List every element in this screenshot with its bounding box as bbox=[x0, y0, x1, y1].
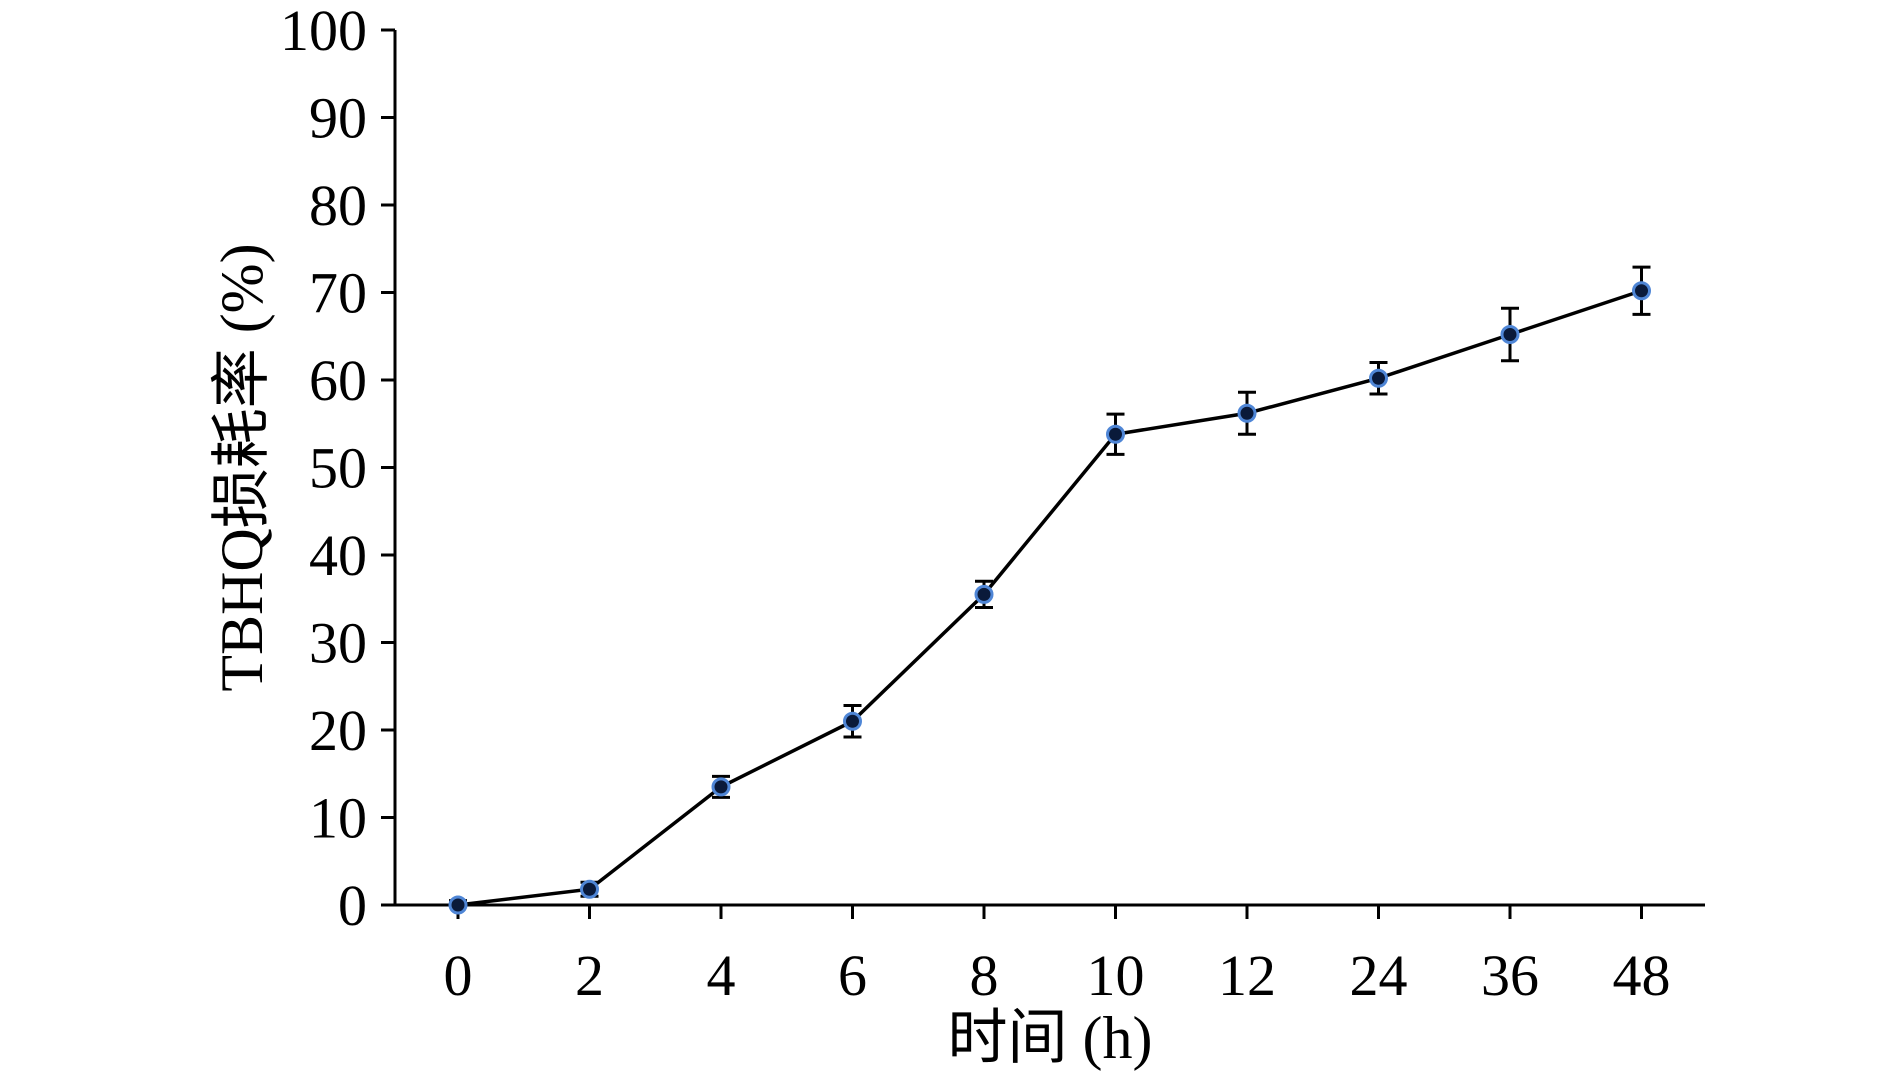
y-tick-label: 20 bbox=[309, 698, 367, 763]
y-axis-title: TBHQ损耗率 (%) bbox=[209, 243, 275, 691]
y-tick-label: 0 bbox=[338, 873, 367, 938]
x-tick-label: 4 bbox=[707, 943, 736, 1008]
data-points bbox=[448, 281, 1651, 915]
data-point bbox=[1500, 325, 1520, 344]
error-bars bbox=[449, 265, 1651, 907]
y-tick-label: 80 bbox=[309, 173, 367, 238]
x-tick-label: 8 bbox=[970, 943, 999, 1008]
x-axis-title: 时间 (h) bbox=[948, 1005, 1153, 1071]
y-tick-label: 50 bbox=[309, 436, 367, 501]
data-point bbox=[580, 879, 599, 899]
y-tick-label: 100 bbox=[280, 0, 367, 63]
y-tick-label: 60 bbox=[309, 348, 367, 413]
x-tick-label: 2 bbox=[575, 943, 604, 1008]
y-tick-label: 30 bbox=[309, 611, 367, 676]
y-tick-label: 90 bbox=[309, 86, 367, 151]
data-point bbox=[1106, 424, 1125, 444]
y-ticks: 0 10 20 30 40 50 60 70 80 90 100 bbox=[280, 0, 395, 938]
data-point bbox=[1237, 403, 1257, 423]
series-line-path bbox=[457, 289, 1643, 907]
x-tick-label: 48 bbox=[1613, 943, 1671, 1008]
data-point bbox=[1632, 281, 1651, 301]
series-line bbox=[457, 289, 1643, 907]
data-point bbox=[711, 777, 731, 797]
x-tick-label: 6 bbox=[838, 943, 867, 1008]
y-tick-label: 40 bbox=[309, 523, 367, 588]
data-point bbox=[1369, 368, 1388, 388]
data-point bbox=[974, 584, 994, 604]
y-tick-label: 70 bbox=[309, 261, 367, 326]
x-ticks: 0 2 4 6 8 10 12 24 36 48 bbox=[444, 905, 1671, 1008]
x-tick-label: 24 bbox=[1350, 943, 1408, 1008]
data-point bbox=[448, 895, 468, 915]
x-tick-label: 0 bbox=[444, 943, 473, 1008]
x-tick-label: 10 bbox=[1087, 943, 1145, 1008]
x-tick-label: 12 bbox=[1218, 943, 1276, 1008]
y-tick-label: 10 bbox=[309, 786, 367, 851]
axes bbox=[393, 30, 1705, 907]
x-tick-label: 36 bbox=[1481, 943, 1539, 1008]
data-point bbox=[843, 711, 862, 731]
